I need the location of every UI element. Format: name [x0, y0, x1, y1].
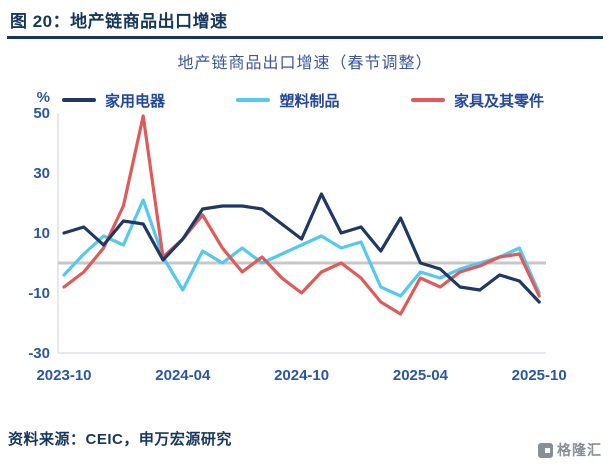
gelonghui-logo-icon	[538, 442, 553, 458]
y-tick-label: 50	[33, 105, 50, 122]
legend-label-furniture: 家具及其零件	[453, 92, 544, 110]
legend-swatch-furniture	[410, 98, 445, 102]
y-tick-label: 10	[33, 225, 50, 242]
chart-title: 地产链商品出口增速（春节调整）	[177, 55, 433, 72]
y-tick-label: -10	[28, 285, 50, 302]
legend-label-plastics: 塑料制品	[279, 92, 340, 110]
legend-swatch-appliances	[62, 98, 96, 102]
figure-title: 图 20：地产链商品出口增速	[10, 12, 228, 31]
x-tick-label: 2024-04	[155, 367, 211, 384]
chart-legend: 家用电器 塑料制品 家具及其零件	[62, 90, 544, 110]
data-source-note: 资料来源：CEIC，申万宏源研究	[8, 431, 232, 448]
x-tick-label: 2023-10	[36, 367, 91, 384]
legend-swatch-plastics	[236, 98, 271, 102]
gelonghui-logo: 格隆汇	[538, 440, 602, 460]
series-line-2	[62, 114, 541, 316]
series-line-1	[62, 198, 541, 298]
gelonghui-logo-text: 格隆汇	[557, 442, 602, 458]
y-tick-label: 30	[33, 165, 50, 182]
export-growth-line-chart: 50 30 10 -10 -30% 2023-10 2024-04 2024-10 2025-0…	[28, 89, 567, 384]
x-tick-label: 2025-04	[393, 367, 449, 384]
legend-item-plastics: 塑料制品	[236, 90, 340, 111]
legend-item-furniture: 家具及其零件	[410, 90, 544, 111]
legend-item-appliances: 家用电器	[62, 90, 165, 111]
x-tick-label: 2025-10	[512, 367, 567, 384]
title-divider	[7, 36, 603, 39]
series-line-0	[62, 192, 541, 304]
y-tick-label: -30	[28, 345, 50, 362]
y-axis-unit: %	[37, 89, 50, 106]
legend-label-appliances: 家用电器	[105, 92, 166, 110]
x-tick-label: 2024-10	[274, 367, 329, 384]
